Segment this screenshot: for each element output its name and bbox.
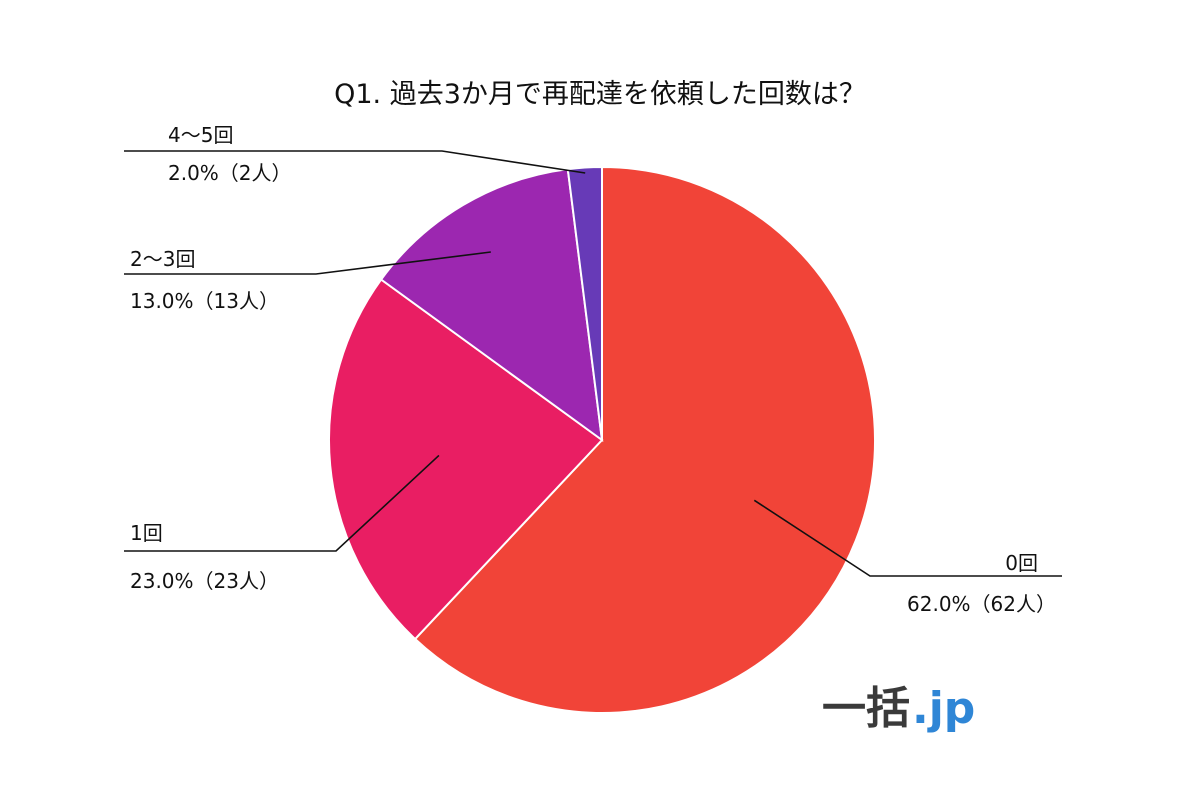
slice-value-label: 2.0%（2人） [168, 161, 292, 185]
slice-category-label: 4〜5回 [168, 123, 233, 147]
pie-slices [328, 165, 876, 714]
slice-labels: 0回 62.0%（62人） 1回 23.0%（23人） 2〜3回 13.0%（13人） 4〜… [130, 123, 1056, 616]
slice-value-label: 62.0%（62人） [907, 592, 1056, 616]
pie-slice [413, 165, 876, 714]
chart-title: Q1. 過去3か月で再配達を依頼した回数は？ [334, 79, 866, 110]
leader-line [124, 150, 586, 174]
pie-slice [566, 165, 603, 441]
slice-category-label: 0回 [1005, 551, 1038, 575]
brand-logo: 一括 .jp [822, 683, 975, 734]
leader-line [124, 251, 491, 275]
leader-lines [124, 150, 1062, 577]
slice-category-label: 1回 [130, 521, 163, 545]
pie-slice [328, 278, 604, 641]
leader-line [124, 454, 440, 552]
leader-line [753, 499, 1062, 577]
logo-text: 一括 [822, 683, 910, 734]
slice-category-label: 2〜3回 [130, 247, 195, 271]
slice-value-label: 23.0%（23人） [130, 569, 279, 593]
slice-value-label: 13.0%（13人） [130, 289, 279, 313]
logo-accent-text: .jp [912, 683, 975, 734]
